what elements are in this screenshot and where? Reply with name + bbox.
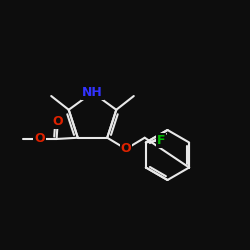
Text: O: O [52,116,63,128]
Text: O: O [121,142,131,156]
Text: F: F [156,134,165,146]
Text: O: O [34,132,45,145]
Text: NH: NH [82,86,103,99]
